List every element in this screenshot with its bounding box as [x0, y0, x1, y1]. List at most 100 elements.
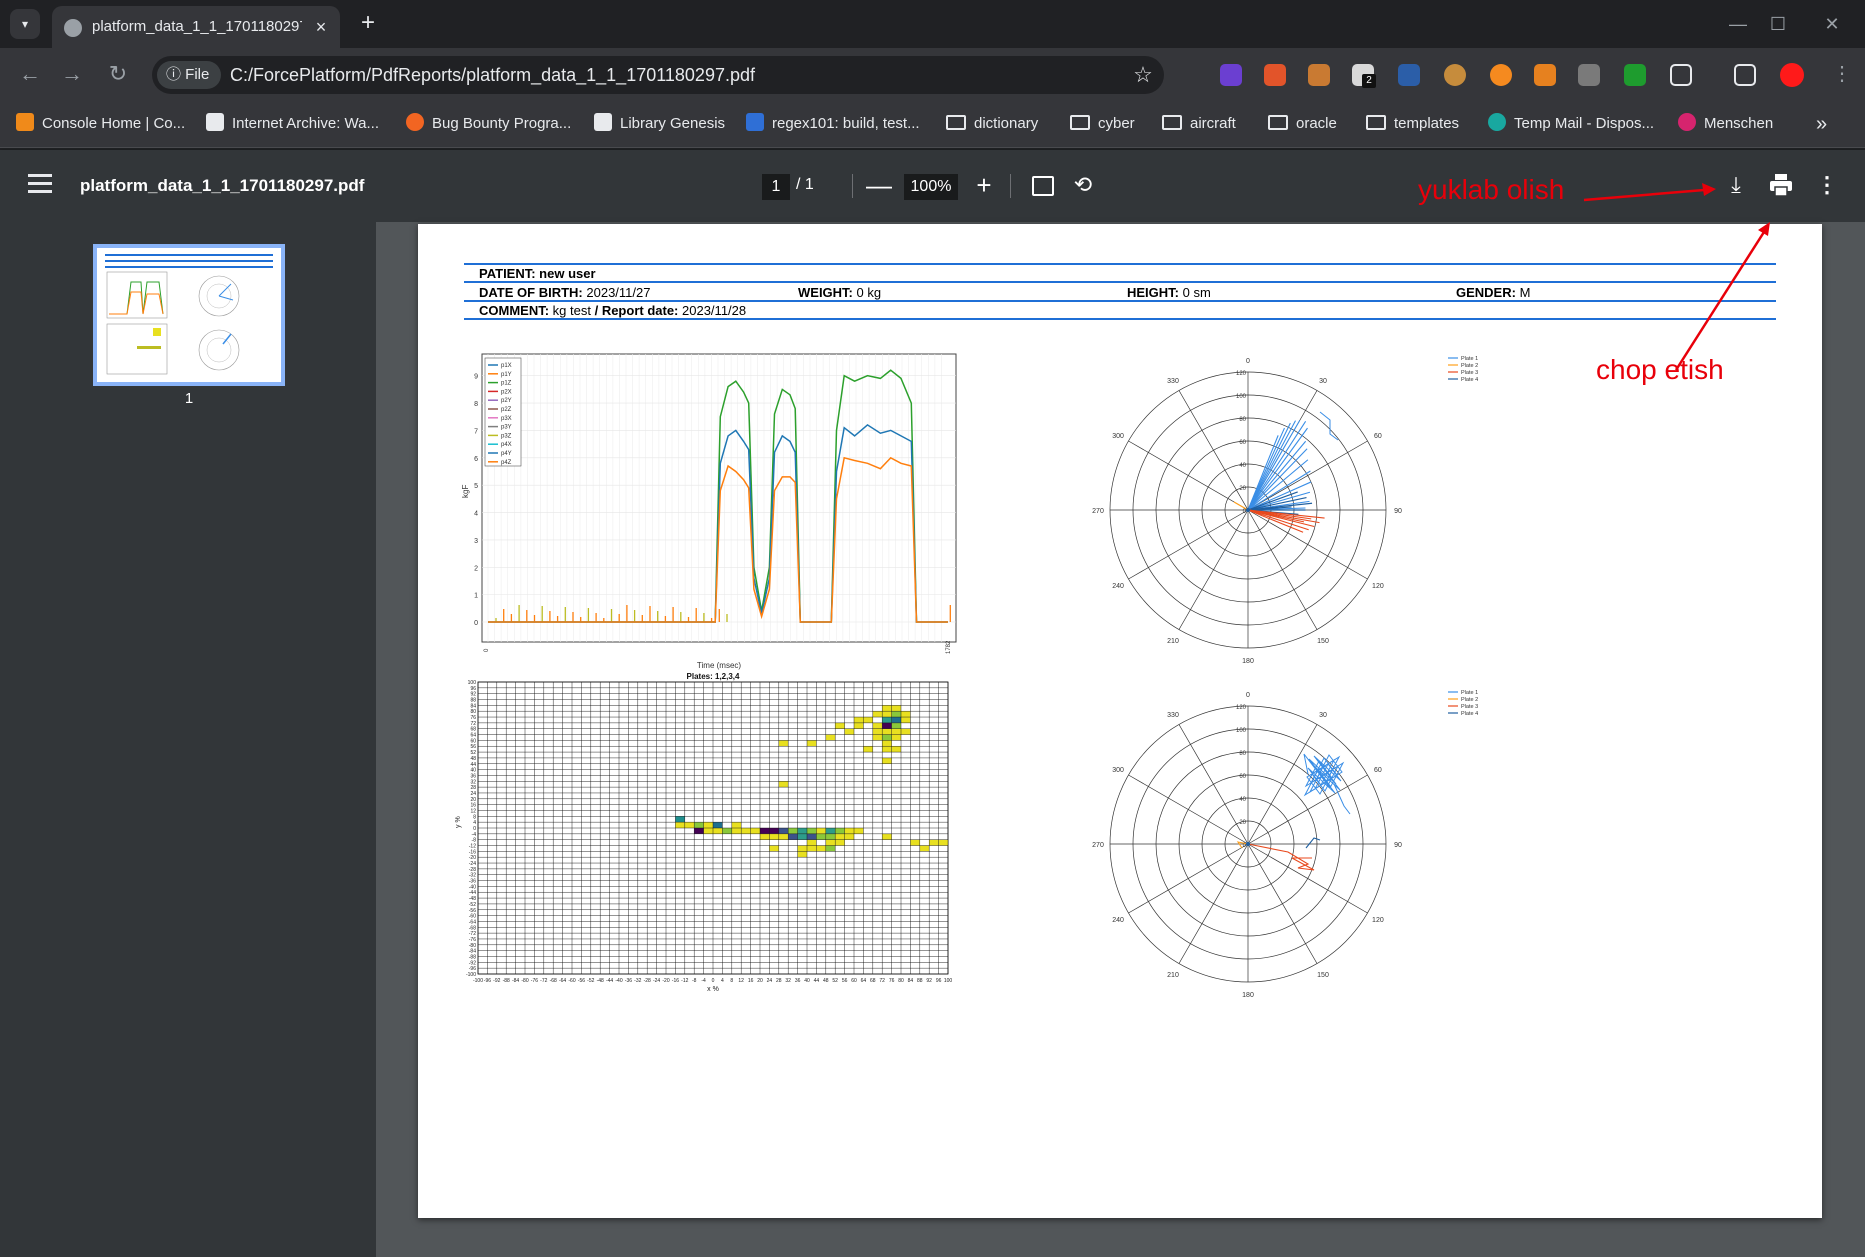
- polar-spoke: [1247, 843, 1318, 964]
- metamask-icon[interactable]: [1534, 64, 1556, 86]
- x-tick-label: 68: [870, 978, 876, 984]
- hamburger-menu-icon[interactable]: [28, 174, 52, 196]
- angle-label: 210: [1167, 638, 1179, 645]
- heatmap-cell: [891, 711, 901, 718]
- bookmark-item[interactable]: regex101: build, test...: [746, 112, 920, 136]
- maximize-button[interactable]: ☐: [1769, 14, 1787, 34]
- close-window-button[interactable]: ✕: [1824, 14, 1840, 34]
- legend-label: p2X: [501, 389, 512, 395]
- download-annotation: yuklab olish: [1418, 174, 1565, 205]
- bookmark-folder[interactable]: dictionary: [946, 112, 1038, 136]
- legend-label: p3Z: [501, 433, 512, 439]
- heatmap-cell: [825, 839, 836, 846]
- heatmap-cell: [891, 734, 901, 741]
- x-tick-label: 100: [944, 978, 953, 984]
- extension-icon-2[interactable]: [1264, 64, 1286, 86]
- tab-close-icon[interactable]: ×: [315, 17, 327, 37]
- extension-icon-10[interactable]: [1624, 64, 1646, 86]
- extension-icon-1[interactable]: [1220, 64, 1242, 86]
- heatmap-cell: [797, 828, 807, 834]
- bookmark-folder[interactable]: cyber: [1070, 112, 1135, 136]
- cookie-icon[interactable]: [1444, 64, 1466, 86]
- pdf-viewer[interactable]: PATIENT: new user DATE OF BIRTH: 2023/11…: [376, 222, 1865, 1257]
- y-tick-label: -60: [469, 914, 476, 920]
- extensions-puzzle-icon[interactable]: [1670, 64, 1692, 86]
- x-tick-label: 52: [832, 978, 838, 984]
- page-number-input[interactable]: 1: [762, 174, 790, 200]
- heatmap-cell: [901, 717, 911, 723]
- bookmark-star-icon[interactable]: ☆: [1133, 62, 1153, 87]
- profile-avatar[interactable]: [1780, 63, 1804, 87]
- y-tick-label: 44: [470, 762, 476, 768]
- heatmap-cell: [760, 828, 770, 834]
- back-icon[interactable]: ←: [19, 61, 41, 86]
- rotate-icon[interactable]: ⟲: [1073, 172, 1093, 197]
- heatmap-cell: [835, 828, 845, 834]
- y-tick-label: -48: [469, 896, 476, 902]
- heatmap-cell: [816, 833, 826, 840]
- heatmap-title: Plates: 1,2,3,4: [687, 672, 740, 681]
- heatmap-cell: [797, 845, 807, 852]
- bookmark-item[interactable]: Bug Bounty Progra...: [406, 112, 571, 136]
- bookmark-item[interactable]: Internet Archive: Wa...: [206, 112, 379, 136]
- side-panel-icon[interactable]: [1734, 64, 1756, 86]
- y-tick-label: 6: [474, 456, 478, 463]
- bookmark-item[interactable]: Temp Mail - Dispos...: [1488, 112, 1654, 136]
- x-tick-label: -28: [644, 978, 651, 984]
- bookmarks-overflow-icon[interactable]: »: [1816, 113, 1828, 135]
- bookmark-folder[interactable]: aircraft: [1162, 112, 1236, 136]
- x-tick-label: 0: [484, 648, 490, 652]
- y-tick-label: -68: [469, 925, 476, 931]
- tab-search-chevron-icon[interactable]: ▾: [10, 9, 40, 39]
- angle-label: 30: [1319, 378, 1327, 385]
- plate3-ray: [1247, 509, 1304, 533]
- plate2-ray: [1233, 501, 1249, 511]
- radial-tick-label: 100: [1236, 394, 1247, 400]
- tab-active[interactable]: platform_data_1_1_1701180297.pdf ×: [52, 6, 340, 48]
- zoom-input[interactable]: 100%: [904, 174, 958, 200]
- fit-to-page-icon[interactable]: [1032, 176, 1054, 196]
- y-tick-label: -84: [469, 949, 476, 955]
- y-tick-label: 52: [470, 750, 476, 756]
- angle-label: 180: [1242, 658, 1254, 665]
- bookmark-folder[interactable]: templates: [1366, 112, 1459, 136]
- x-tick-label: 84: [908, 978, 914, 984]
- x-axis-label: x %: [707, 986, 719, 993]
- radial-tick-label: 40: [1239, 797, 1246, 803]
- extension-icon-3[interactable]: [1308, 64, 1330, 86]
- browser-menu-icon[interactable]: ⋮: [1832, 63, 1852, 85]
- y-tick-label: -96: [469, 966, 476, 972]
- heatmap-cell: [891, 705, 901, 712]
- more-options-icon[interactable]: ⋮: [1816, 172, 1838, 197]
- forward-icon[interactable]: →: [61, 61, 83, 86]
- x-tick-label: 32: [785, 978, 791, 984]
- bookmark-folder[interactable]: oracle: [1268, 112, 1337, 136]
- bookmark-item[interactable]: Menschen: [1678, 112, 1773, 136]
- extension-icon-7[interactable]: [1490, 64, 1512, 86]
- reload-icon[interactable]: ↻: [108, 61, 128, 86]
- new-tab-button[interactable]: +: [360, 9, 375, 36]
- url-text[interactable]: C:/ForcePlatform/PdfReports/platform_dat…: [230, 65, 755, 85]
- download-icon[interactable]: ⤓: [1731, 172, 1741, 197]
- site-info-chip[interactable]: ⓘ File: [157, 61, 221, 89]
- x-tick-label: 44: [814, 978, 820, 984]
- legend-label: p4X: [501, 442, 512, 448]
- minimize-button[interactable]: —: [1729, 14, 1747, 34]
- y-tick-label: 9: [474, 374, 478, 381]
- zoom-in-button[interactable]: +: [976, 170, 992, 200]
- print-icon[interactable]: [1768, 172, 1794, 198]
- address-bar[interactable]: ⓘ File C:/ForcePlatform/PdfReports/platf…: [152, 56, 1164, 94]
- extension-icon-5[interactable]: [1398, 64, 1420, 86]
- y-tick-label: -88: [469, 954, 476, 960]
- zoom-out-button[interactable]: —: [866, 170, 892, 200]
- extension-icon-4[interactable]: 2: [1352, 64, 1376, 88]
- archive-icon: [206, 113, 224, 131]
- page-thumbnail[interactable]: [93, 244, 285, 386]
- bookmark-item[interactable]: Console Home | Co...: [16, 112, 185, 136]
- bookmark-item[interactable]: Library Genesis: [594, 112, 725, 136]
- extension-icon-9[interactable]: [1578, 64, 1600, 86]
- angle-label: 330: [1167, 378, 1179, 385]
- center-point: [1246, 842, 1250, 846]
- plate2-trace: [1236, 841, 1249, 849]
- radial-tick-label: 0: [1243, 843, 1247, 849]
